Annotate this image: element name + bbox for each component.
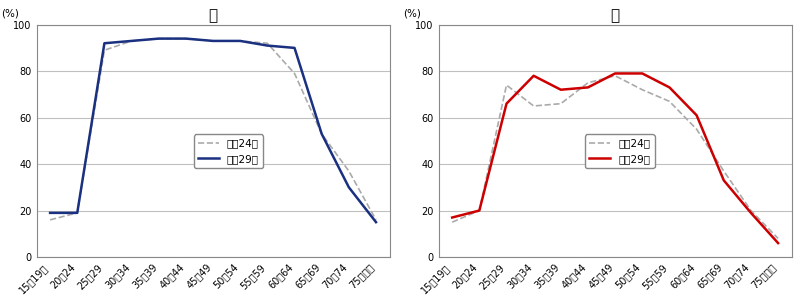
平成24年 — [556, 102, 566, 105]
平成24年 — [371, 218, 381, 222]
平成24年 — [208, 39, 218, 43]
平成24年 — [262, 42, 272, 45]
Title: 女: 女 — [610, 8, 620, 24]
Line: 平成29年: 平成29年 — [50, 38, 376, 222]
平成29年 — [529, 74, 538, 78]
平成29年 — [665, 85, 674, 89]
平成29年 — [235, 39, 245, 43]
平成24年 — [235, 39, 245, 43]
Legend: 平成24年, 平成29年: 平成24年, 平成29年 — [585, 135, 654, 168]
平成24年 — [774, 237, 783, 240]
平成29年 — [610, 72, 620, 75]
平成29年 — [73, 211, 82, 215]
平成24年 — [502, 83, 511, 87]
平成29年 — [556, 88, 566, 92]
平成29年 — [46, 211, 55, 215]
Text: (%): (%) — [403, 8, 421, 18]
平成29年 — [317, 132, 326, 136]
平成24年 — [719, 169, 729, 173]
平成29年 — [181, 37, 190, 40]
平成24年 — [181, 37, 190, 40]
平成24年 — [317, 132, 326, 136]
Line: 平成24年: 平成24年 — [452, 76, 778, 238]
平成29年 — [290, 46, 299, 50]
平成29年 — [100, 42, 110, 45]
平成24年 — [638, 88, 647, 92]
Text: (%): (%) — [2, 8, 19, 18]
平成24年 — [583, 81, 593, 85]
平成24年 — [692, 127, 702, 131]
平成29年 — [719, 178, 729, 182]
平成29年 — [126, 39, 136, 43]
平成29年 — [583, 85, 593, 89]
Title: 男: 男 — [209, 8, 218, 24]
平成24年 — [126, 39, 136, 43]
平成24年 — [154, 37, 163, 40]
平成29年 — [154, 37, 163, 40]
平成29年 — [746, 211, 756, 215]
平成29年 — [344, 185, 354, 189]
平成29年 — [502, 102, 511, 105]
平成29年 — [447, 216, 457, 219]
平成29年 — [638, 72, 647, 75]
Line: 平成24年: 平成24年 — [50, 38, 376, 220]
平成24年 — [610, 74, 620, 78]
Legend: 平成24年, 平成29年: 平成24年, 平成29年 — [194, 135, 263, 168]
平成24年 — [529, 104, 538, 108]
平成29年 — [262, 44, 272, 47]
平成24年 — [46, 218, 55, 222]
平成24年 — [290, 72, 299, 75]
平成24年 — [100, 48, 110, 52]
平成24年 — [344, 169, 354, 173]
Line: 平成29年: 平成29年 — [452, 73, 778, 243]
平成24年 — [447, 220, 457, 224]
平成29年 — [474, 209, 484, 212]
平成24年 — [474, 209, 484, 212]
平成29年 — [371, 220, 381, 224]
平成24年 — [746, 209, 756, 212]
平成24年 — [665, 99, 674, 103]
平成29年 — [208, 39, 218, 43]
平成29年 — [774, 241, 783, 245]
平成24年 — [73, 211, 82, 215]
平成29年 — [692, 113, 702, 117]
